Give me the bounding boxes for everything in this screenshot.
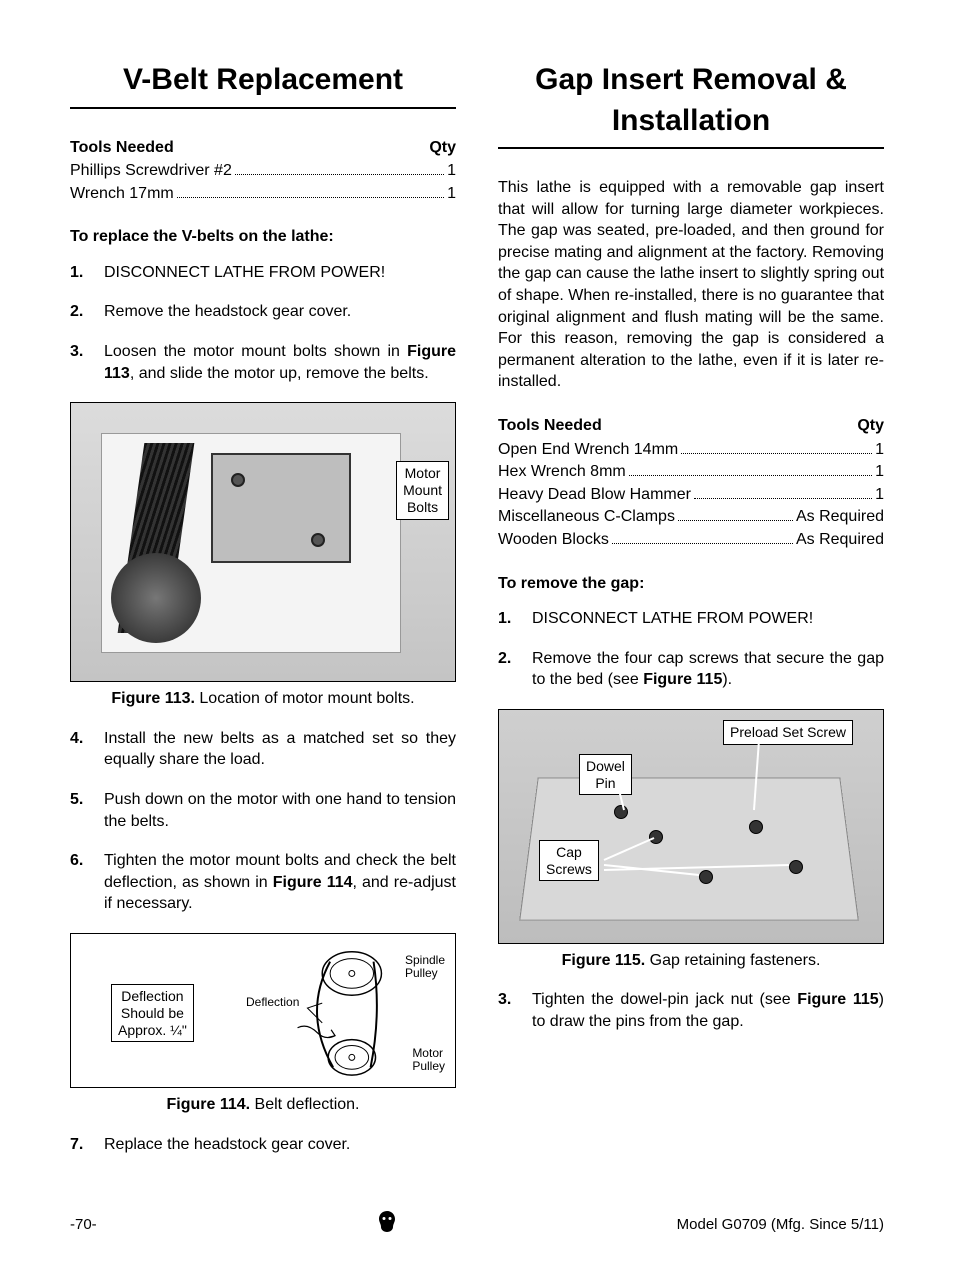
fig114-motor-label: MotorPulley xyxy=(412,1047,445,1073)
fig115-caption-t: Gap retaining fasteners. xyxy=(645,952,820,969)
step-item: 5.Push down on the motor with one hand t… xyxy=(70,789,456,832)
tool-name: Phillips Screwdriver #2 xyxy=(70,160,232,182)
fig113-caption-t: Location of motor mount bolts. xyxy=(195,690,415,707)
steps-b-right: 3.Tighten the dowel-pin jack nut (see Fi… xyxy=(498,989,884,1032)
procedure-head-left: To replace the V-belts on the lathe: xyxy=(70,226,456,248)
tool-name: Hex Wrench 8mm xyxy=(498,461,626,483)
step-number: 1. xyxy=(70,262,104,284)
model-info: Model G0709 (Mfg. Since 5/11) xyxy=(677,1215,884,1235)
step-item: 2.Remove the four cap screws that secure… xyxy=(498,648,884,691)
figure-114: DeflectionShould beApprox. ¼" Deflection… xyxy=(70,933,456,1088)
fig114-box: DeflectionShould beApprox. ¼" xyxy=(111,984,194,1042)
left-column: V-Belt Replacement Tools Needed Qty Phil… xyxy=(70,60,456,1173)
step-number: 3. xyxy=(70,341,104,384)
fig113-caption: Figure 113. Location of motor mount bolt… xyxy=(70,688,456,710)
tools-header-left: Tools Needed Qty xyxy=(70,137,456,159)
page-number: -70- xyxy=(70,1215,97,1235)
step-number: 2. xyxy=(498,648,532,691)
step-item: 6.Tighten the motor mount bolts and chec… xyxy=(70,850,456,915)
step-item: 4.Install the new belts as a matched set… xyxy=(70,728,456,771)
tool-qty: 1 xyxy=(447,183,456,205)
step-text: Push down on the motor with one hand to … xyxy=(104,789,456,832)
step-text: DISCONNECT LATHE FROM POWER! xyxy=(532,608,884,630)
step-text: Loosen the motor mount bolts shown in Fi… xyxy=(104,341,456,384)
step-item: 3.Loosen the motor mount bolts shown in … xyxy=(70,341,456,384)
fig114-deflection-label: Deflection xyxy=(246,994,299,1010)
step-number: 2. xyxy=(70,301,104,323)
step-number: 3. xyxy=(498,989,532,1032)
tool-name: Wooden Blocks xyxy=(498,529,609,551)
tool-row: Phillips Screwdriver #2 1 xyxy=(70,160,456,182)
step-text: Install the new belts as a matched set s… xyxy=(104,728,456,771)
tools-list-right: Open End Wrench 14mm1Hex Wrench 8mm1Heav… xyxy=(498,439,884,551)
step-item: 2.Remove the headstock gear cover. xyxy=(70,301,456,323)
step-number: 5. xyxy=(70,789,104,832)
tool-qty: As Required xyxy=(796,529,884,551)
tools-qty-label: Qty xyxy=(429,137,456,159)
tools-header-right: Tools Needed Qty xyxy=(498,415,884,437)
tool-qty: 1 xyxy=(447,160,456,182)
steps-a-right: 1.DISCONNECT LATHE FROM POWER!2.Remove t… xyxy=(498,608,884,691)
step-text: Replace the headstock gear cover. xyxy=(104,1134,456,1156)
fig114-caption-t: Belt deflection. xyxy=(250,1096,359,1113)
step-item: 1.DISCONNECT LATHE FROM POWER! xyxy=(498,608,884,630)
fig114-caption: Figure 114. Belt deflection. xyxy=(70,1094,456,1116)
figure-113: MotorMountBolts xyxy=(70,402,456,682)
tool-name: Wrench 17mm xyxy=(70,183,174,205)
vbelt-title: V-Belt Replacement xyxy=(70,60,456,109)
steps-b-left: 4.Install the new belts as a matched set… xyxy=(70,728,456,915)
tool-row: Wooden Blocks As Required xyxy=(498,529,884,551)
fig114-spindle-label: SpindlePulley xyxy=(405,954,445,980)
right-column: Gap Insert Removal & Installation This l… xyxy=(498,60,884,1173)
step-number: 4. xyxy=(70,728,104,771)
fig114-caption-b: Figure 114. xyxy=(167,1096,251,1113)
figure-115: Preload Set Screw DowelPin CapScrews xyxy=(498,709,884,944)
tool-name: Open End Wrench 14mm xyxy=(498,439,678,461)
step-text: Remove the headstock gear cover. xyxy=(104,301,456,323)
tool-qty: 1 xyxy=(875,461,884,483)
step-number: 1. xyxy=(498,608,532,630)
tool-qty: 1 xyxy=(875,484,884,506)
page-footer: -70- Model G0709 (Mfg. Since 5/11) xyxy=(70,1209,884,1241)
step-item: 7.Replace the headstock gear cover. xyxy=(70,1134,456,1156)
tool-name: Miscellaneous C-Clamps xyxy=(498,506,675,528)
step-text: Tighten the motor mount bolts and check … xyxy=(104,850,456,915)
tool-name: Heavy Dead Blow Hammer xyxy=(498,484,691,506)
step-item: 3.Tighten the dowel-pin jack nut (see Fi… xyxy=(498,989,884,1032)
fig115-caption: Figure 115. Gap retaining fasteners. xyxy=(498,950,884,972)
tool-row: Open End Wrench 14mm 1 xyxy=(498,439,884,461)
tool-row: Hex Wrench 8mm 1 xyxy=(498,461,884,483)
steps-c-left: 7.Replace the headstock gear cover. xyxy=(70,1134,456,1156)
step-item: 1.DISCONNECT LATHE FROM POWER! xyxy=(70,262,456,284)
tool-row: Wrench 17mm 1 xyxy=(70,183,456,205)
steps-a-left: 1.DISCONNECT LATHE FROM POWER!2.Remove t… xyxy=(70,262,456,384)
step-number: 7. xyxy=(70,1134,104,1156)
gap-title: Gap Insert Removal & Installation xyxy=(498,60,884,149)
footer-logo-icon xyxy=(374,1209,400,1241)
fig115-caption-b: Figure 115. xyxy=(562,952,646,969)
tools-label: Tools Needed xyxy=(70,137,174,159)
gap-intro: This lathe is equipped with a removable … xyxy=(498,177,884,393)
step-text: DISCONNECT LATHE FROM POWER! xyxy=(104,262,456,284)
step-text: Tighten the dowel-pin jack nut (see Figu… xyxy=(532,989,884,1032)
step-number: 6. xyxy=(70,850,104,915)
tools-list-left: Phillips Screwdriver #2 1 Wrench 17mm 1 xyxy=(70,160,456,204)
fig113-callout: MotorMountBolts xyxy=(396,461,449,519)
fig113-caption-b: Figure 113. xyxy=(111,690,195,707)
step-text: Remove the four cap screws that secure t… xyxy=(532,648,884,691)
tool-qty: 1 xyxy=(875,439,884,461)
tools-label-r: Tools Needed xyxy=(498,415,602,437)
tool-row: Miscellaneous C-Clamps As Required xyxy=(498,506,884,528)
tools-qty-label-r: Qty xyxy=(857,415,884,437)
tool-row: Heavy Dead Blow Hammer 1 xyxy=(498,484,884,506)
procedure-head-right: To remove the gap: xyxy=(498,573,884,595)
tool-qty: As Required xyxy=(796,506,884,528)
